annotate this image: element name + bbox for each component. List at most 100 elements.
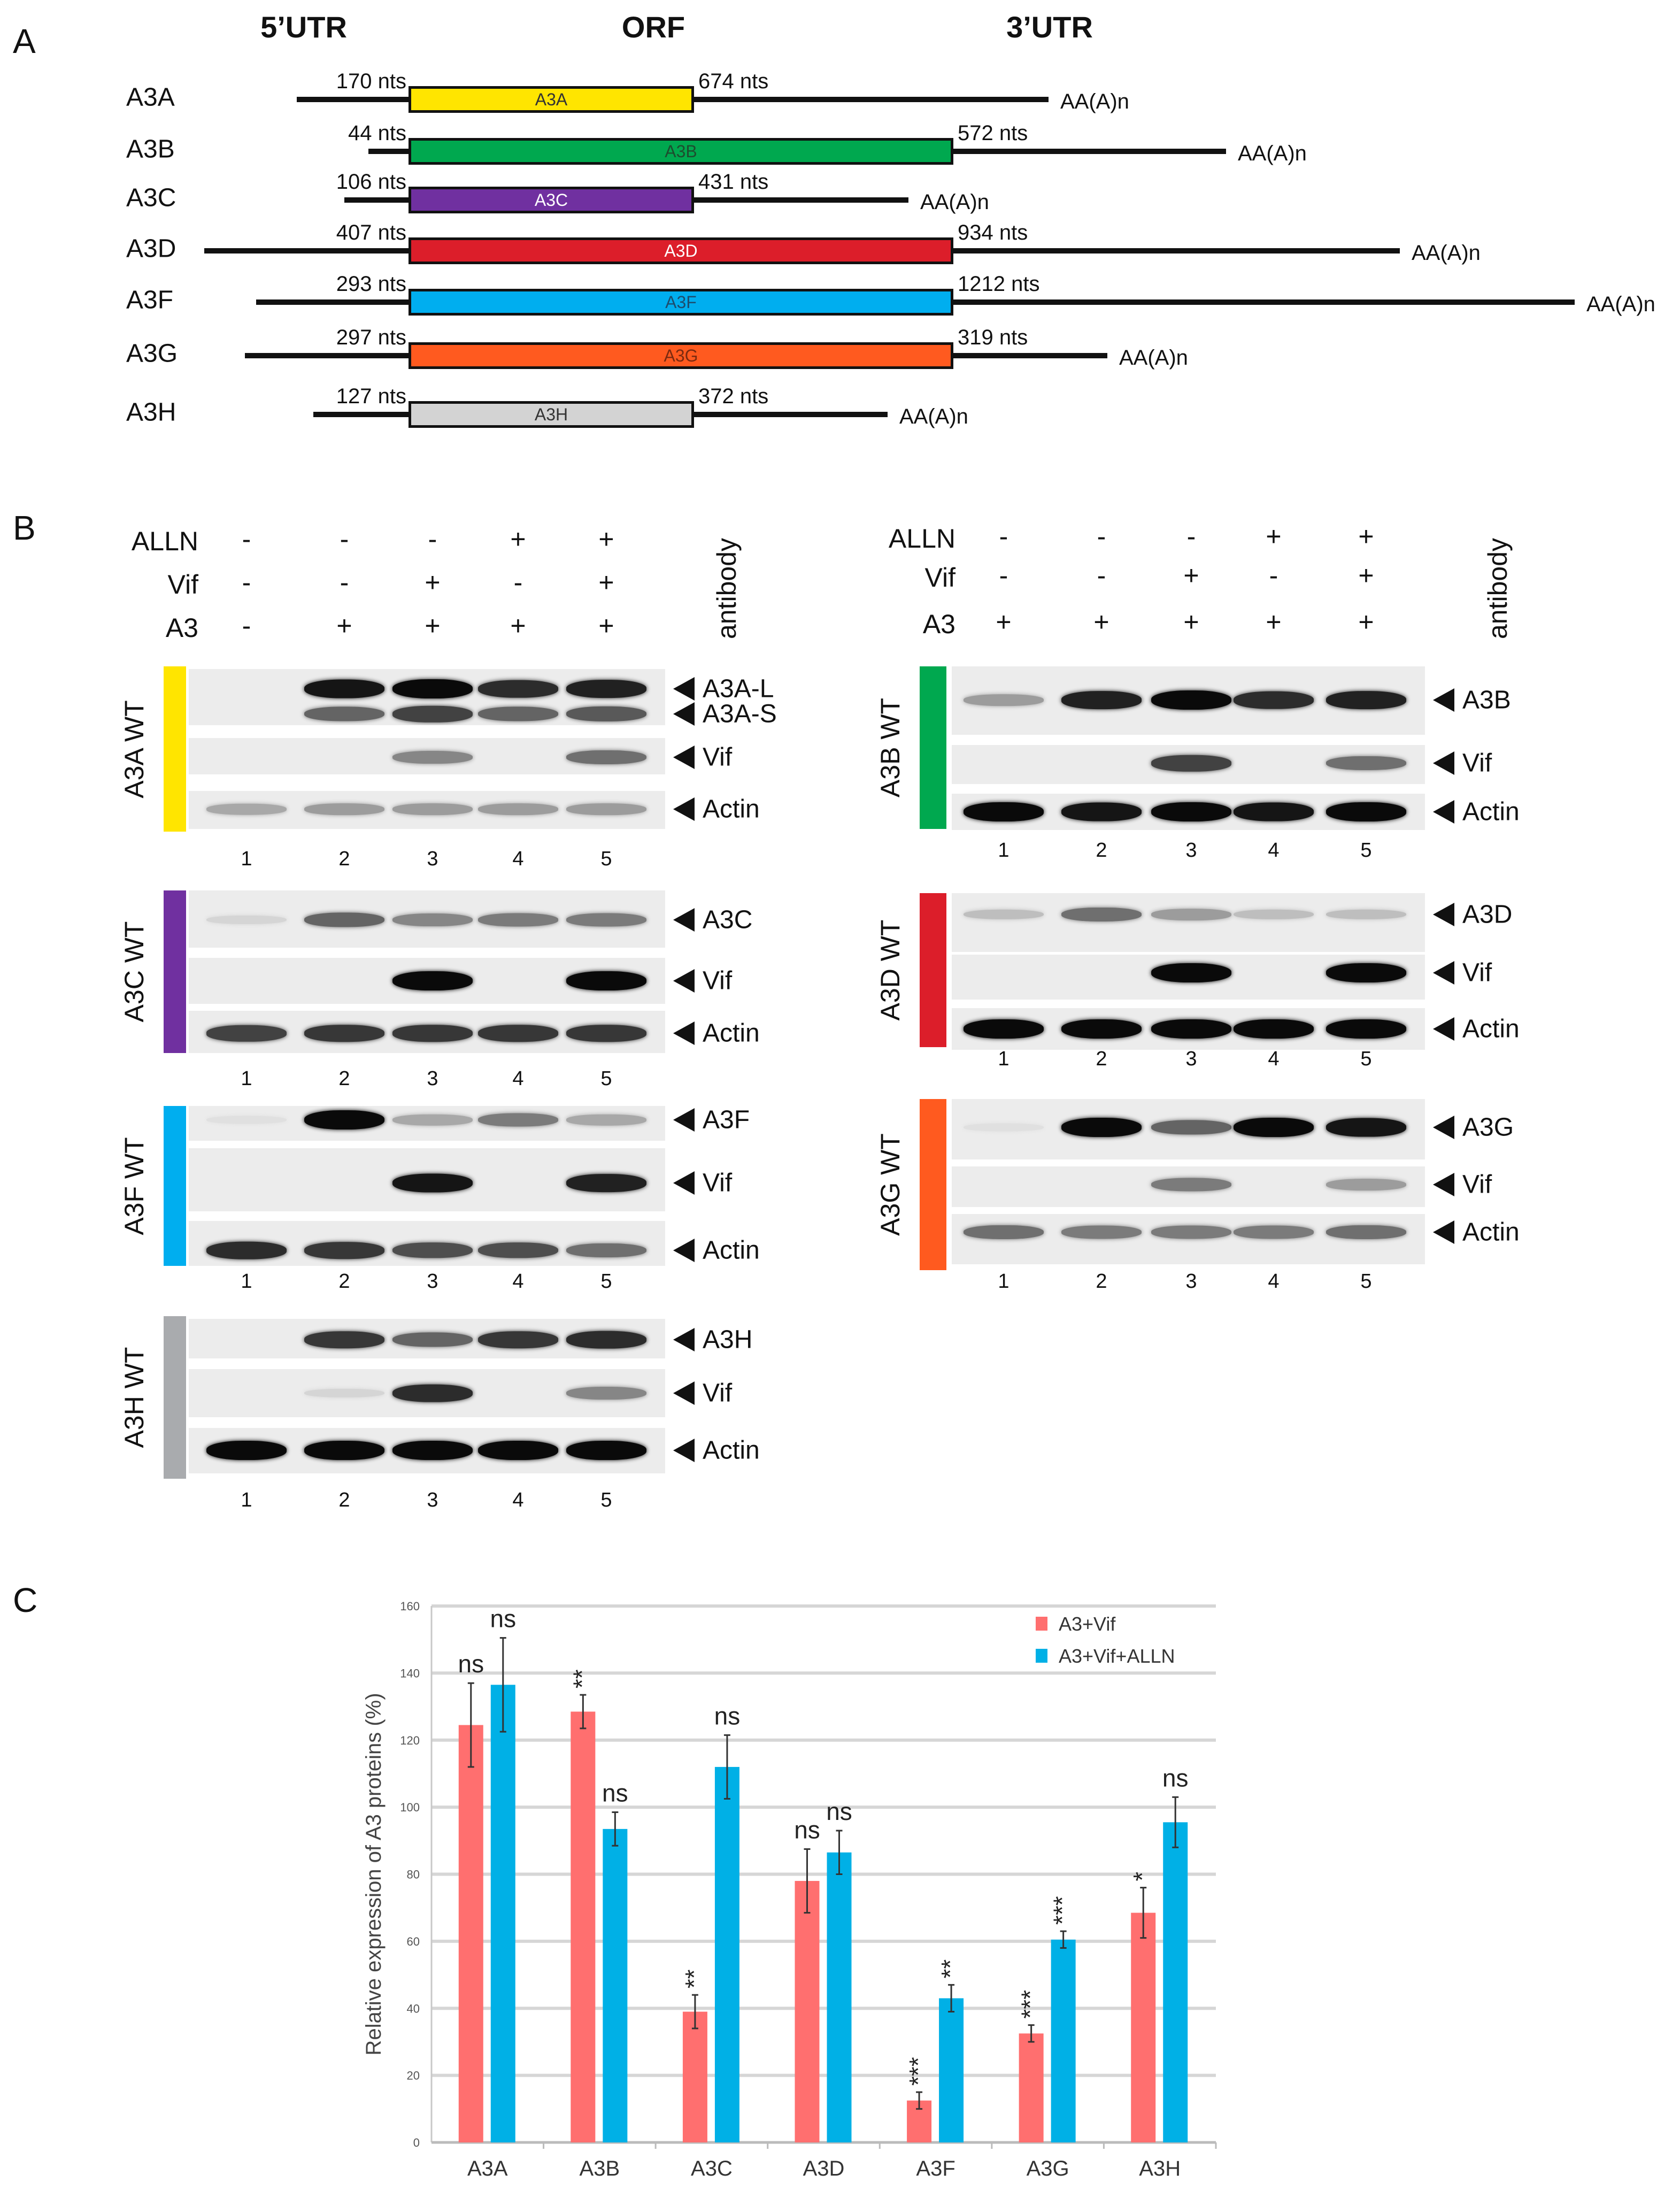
protein-band xyxy=(964,909,1044,920)
arrowhead-icon xyxy=(673,1239,695,1262)
protein-band xyxy=(1326,1225,1406,1240)
utr5-length: 170 nts xyxy=(336,70,406,93)
lane-number: 3 xyxy=(427,848,438,870)
3utr-line xyxy=(953,353,1107,358)
arrowhead-icon xyxy=(673,1381,695,1405)
utr5-length: 407 nts xyxy=(336,221,406,244)
utr5-length: 127 nts xyxy=(336,385,406,408)
protein-band xyxy=(206,1116,287,1124)
arrowhead-icon xyxy=(673,746,695,769)
blot-strip xyxy=(189,1148,665,1211)
lane-number: 3 xyxy=(1185,1270,1197,1293)
3utr-line xyxy=(694,412,888,417)
lane-number: 1 xyxy=(998,1270,1009,1293)
condition-value: + xyxy=(598,611,614,641)
orf-box: A3C xyxy=(409,187,694,213)
antibody-label: Vif xyxy=(703,743,733,772)
bar-a3-vif-alln xyxy=(827,1852,852,2142)
lane-number: 2 xyxy=(1096,1048,1107,1070)
protein-band xyxy=(478,1242,558,1258)
blot-strip xyxy=(189,1369,665,1417)
protein-band xyxy=(392,679,473,698)
protein-band xyxy=(964,694,1044,706)
protein-band xyxy=(1326,1118,1406,1137)
transcript-name: A3H xyxy=(126,398,176,427)
orf-box: A3A xyxy=(409,86,694,113)
condition-value: + xyxy=(1358,560,1374,590)
condition-value: - xyxy=(1269,560,1278,590)
protein-band xyxy=(566,1174,646,1192)
panel-label-c: C xyxy=(13,1581,38,1619)
protein-band xyxy=(566,706,646,722)
protein-band xyxy=(206,803,287,815)
protein-band xyxy=(1151,1019,1231,1039)
condition-value: + xyxy=(336,611,352,641)
condition-value: - xyxy=(242,524,251,554)
transcript-name: A3F xyxy=(126,286,174,314)
orf-box: A3G xyxy=(409,342,953,369)
blot-strip xyxy=(952,1166,1425,1207)
protein-band xyxy=(566,750,646,765)
protein-band xyxy=(392,1114,473,1126)
bar-a3-vif-alln xyxy=(714,1766,739,2142)
arrowhead-icon xyxy=(1433,1173,1454,1196)
antibody-label: A3A-S xyxy=(703,700,777,728)
polya-label: AA(A)n xyxy=(1119,346,1188,370)
protein-band xyxy=(478,1331,558,1348)
protein-band xyxy=(566,1331,646,1349)
lane-number: 5 xyxy=(1360,1048,1372,1070)
protein-band xyxy=(1151,963,1231,982)
protein-band xyxy=(1151,755,1231,772)
antibody-label: Vif xyxy=(1462,958,1492,987)
arrowhead-icon xyxy=(673,1108,695,1132)
arrowhead-icon xyxy=(673,797,695,821)
protein-band xyxy=(1151,1120,1231,1135)
protein-band xyxy=(1151,909,1231,920)
bar-a3-vif xyxy=(795,1881,820,2142)
utr3-length: 1212 nts xyxy=(958,272,1040,296)
transcript-name: A3G xyxy=(126,339,178,368)
orf-box: A3F xyxy=(409,289,953,316)
antibody-label: Actin xyxy=(703,1019,760,1048)
condition-value: - xyxy=(999,560,1008,590)
protein-band xyxy=(206,915,287,925)
blot-strip xyxy=(952,794,1425,830)
condition-value: + xyxy=(425,611,441,641)
lane-number: 4 xyxy=(512,848,524,870)
significance-label: ** xyxy=(680,1969,708,1988)
polya-label: AA(A)n xyxy=(1238,142,1307,165)
condition-value: - xyxy=(242,611,251,641)
condition-value: + xyxy=(598,567,614,597)
protein-band xyxy=(1234,1118,1314,1137)
protein-band xyxy=(1326,756,1406,771)
transcript-name: A3D xyxy=(126,234,176,263)
protein-band xyxy=(566,803,646,815)
condition-label: A3 xyxy=(922,609,955,639)
condition-value: + xyxy=(996,607,1012,637)
lane-number: 4 xyxy=(512,1489,524,1511)
antibody-label: A3H xyxy=(703,1325,753,1354)
antibody-label: A3F xyxy=(703,1105,750,1134)
condition-value: + xyxy=(1358,607,1374,637)
antibody-label: Actin xyxy=(1462,1015,1520,1043)
x-tick-label: A3A xyxy=(467,2157,508,2180)
orf-box: A3B xyxy=(409,138,953,165)
x-tick-label: A3G xyxy=(1027,2157,1069,2180)
lane-number: 5 xyxy=(600,1270,612,1293)
protein-band xyxy=(1326,963,1406,982)
blot-strip xyxy=(952,1099,1425,1159)
significance-label: ns xyxy=(1162,1764,1189,1792)
orf-box: A3H xyxy=(409,401,694,428)
protein-band xyxy=(392,803,473,815)
polya-label: AA(A)n xyxy=(1412,241,1481,265)
5utr-line xyxy=(344,197,409,203)
y-tick-label: 160 xyxy=(400,1600,420,1613)
y-tick-label: 80 xyxy=(407,1868,420,1881)
antibody-label: Vif xyxy=(703,1379,733,1408)
blot-name: A3G WT xyxy=(875,1133,905,1236)
protein-band xyxy=(1234,909,1314,920)
significance-label: ns xyxy=(714,1702,741,1730)
utr3-length: 431 nts xyxy=(698,170,769,194)
blot-name: A3C WT xyxy=(119,921,149,1023)
x-tick-label: A3B xyxy=(580,2157,620,2180)
